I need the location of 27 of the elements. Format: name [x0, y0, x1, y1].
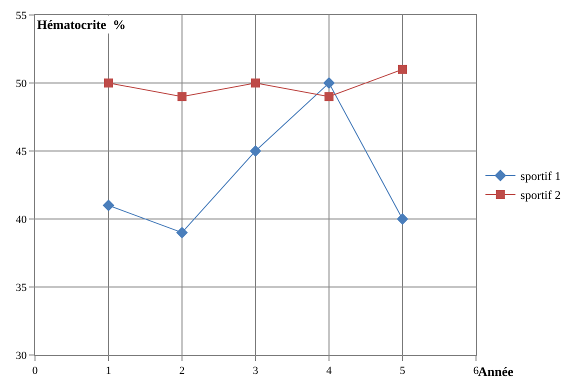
point [102, 200, 114, 212]
chart-title: Hématocrite % [37, 17, 126, 32]
x-tick-label: 5 [400, 365, 406, 378]
point [176, 226, 188, 238]
y-tick-label: 50 [16, 78, 28, 90]
point [251, 78, 260, 88]
y-tick-label: 40 [16, 214, 28, 226]
point [250, 145, 262, 157]
legend-label: sportif 1 [520, 169, 561, 184]
x-tick-label: 1 [106, 365, 112, 378]
legend-label: sportif 2 [520, 188, 561, 202]
point [178, 92, 186, 102]
point [324, 92, 334, 102]
x-axis-title: Année [478, 364, 514, 379]
x-tick-label: 3 [252, 365, 259, 378]
x-tick-label: 0 [32, 365, 38, 378]
x-tick-label: 2 [179, 365, 185, 378]
x-tick-label: 6 [473, 365, 480, 378]
point [396, 213, 408, 225]
y-tick-label: 35 [16, 282, 28, 294]
x-tick-label: 4 [326, 365, 332, 378]
y-tick-label: 55 [16, 10, 28, 22]
y-tick-label: 30 [16, 350, 28, 362]
point [323, 77, 335, 89]
point [104, 78, 113, 88]
y-tick-label: 45 [16, 146, 28, 158]
point [398, 64, 407, 74]
